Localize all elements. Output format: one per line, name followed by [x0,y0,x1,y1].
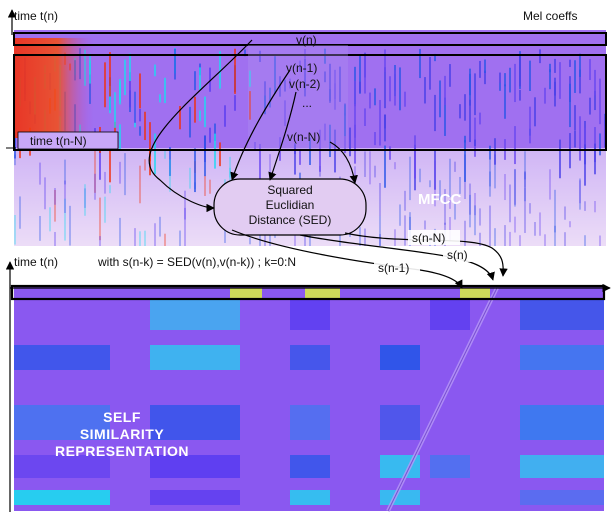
s-n-label: s(n) [447,248,468,262]
v-nN-label: v(n-N) [287,130,321,144]
time-axis-label-top: time t(n) [14,9,59,23]
ssr-current-row-box [10,284,606,301]
ssr-label-line-2: SIMILARITY [79,426,165,442]
ssr-matrix [14,286,604,512]
time-nN-label: time t(n-N) [30,134,87,148]
sed-label-line-3: Distance (SED) [248,213,332,227]
v-dots-label: ... [302,96,313,110]
ssr-label-line-1: SELF [103,409,141,425]
v-label-column [248,45,348,149]
sed-label-line-2: Euclidian [265,198,315,212]
past-frames-box [13,54,607,151]
time-nN-box [17,131,119,150]
mfcc-label: MFCC [418,191,462,208]
s-n1-label: s(n-1) [378,261,410,275]
mel-coeffs-label: Mel coeffs [523,9,578,23]
v-n1-label: v(n-1) [286,61,318,75]
sed-label-line-1: Squared [267,183,313,197]
formula-label: with s(n-k) = SED(v(n),v(n-k)) ; k=0:N [98,255,297,269]
ssr-label-line-3: REPRESENTATION [54,443,190,459]
s-nN-label: s(n-N) [412,231,446,245]
v-n-label: v(n) [296,33,317,47]
v-n2-label: v(n-2) [289,77,321,91]
current-frame-box [13,32,607,46]
time-axis-label-mid: time t(n) [14,255,59,269]
